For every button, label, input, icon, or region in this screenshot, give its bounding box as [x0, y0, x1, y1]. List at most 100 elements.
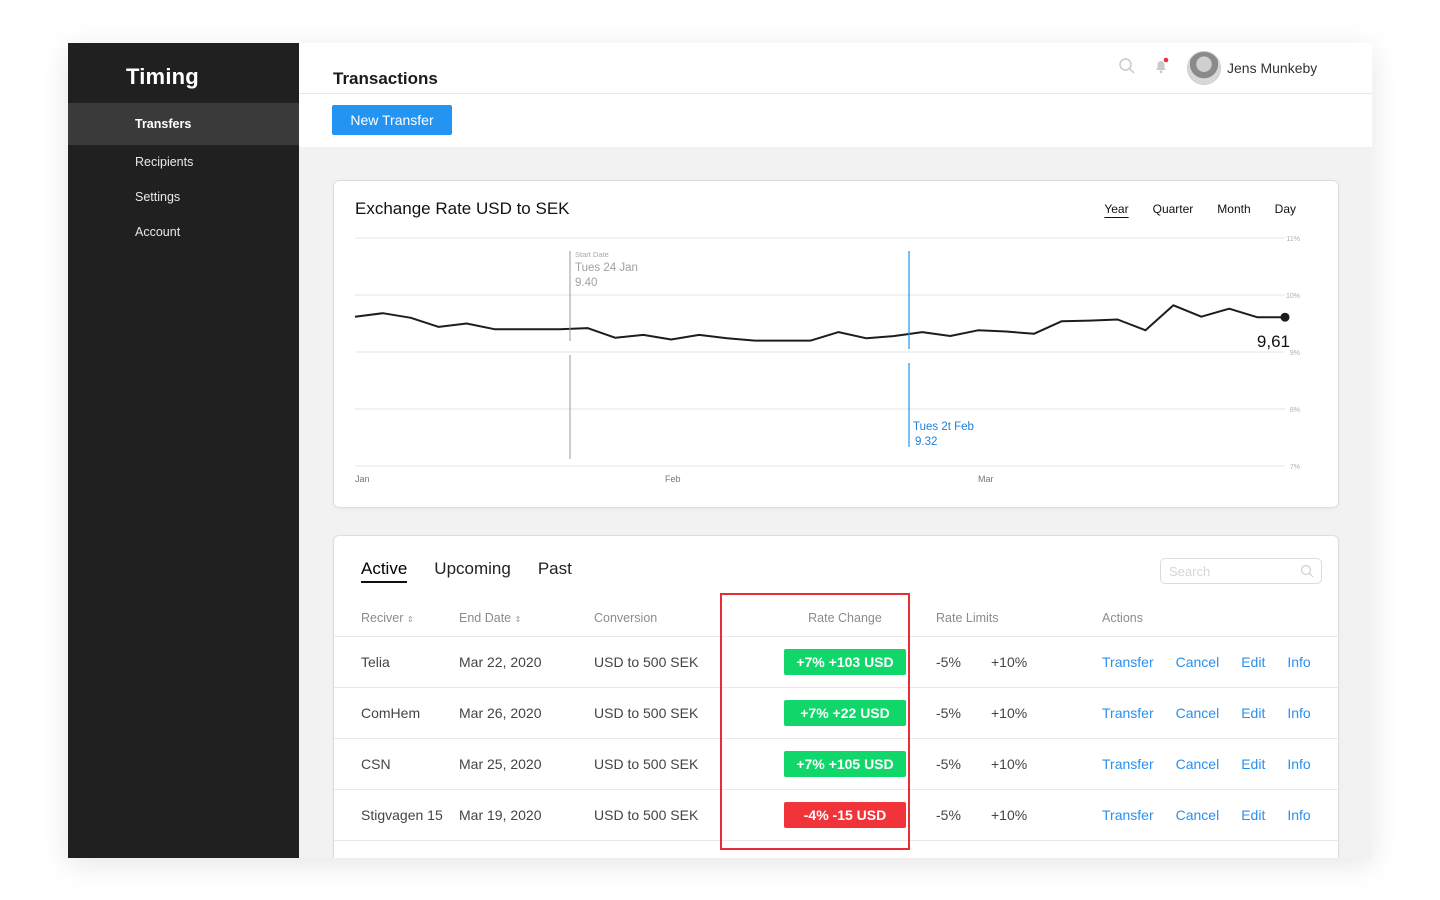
column-header-actions: Actions [1102, 600, 1340, 637]
info-link[interactable]: Info [1287, 806, 1311, 823]
edit-link[interactable]: Edit [1241, 704, 1266, 721]
search-input[interactable] [1169, 559, 1299, 583]
search-icon[interactable] [1118, 57, 1138, 77]
exchange-rate-card: Exchange Rate USD to SEK Year Quarter Mo… [333, 180, 1339, 508]
cell-receiver: Stigvagen 15 [334, 789, 459, 841]
last-value-label: 9,61 [1257, 332, 1290, 351]
transfer-link[interactable]: Transfer [1102, 806, 1154, 823]
series-line [354, 304, 1285, 342]
cell-actions: Transfer Cancel Edit Info [1102, 738, 1340, 790]
cell-rate-limits: -5% +10% [936, 738, 1102, 790]
selected-date-label: Tues 2t Feb [913, 421, 974, 433]
y-tick-label: 10% [1286, 293, 1300, 300]
cancel-link[interactable]: Cancel [1175, 755, 1220, 772]
page-title: Transactions [333, 69, 438, 88]
table-row: Telia Mar 22, 2020 USD to 500 SEK +7% +103 … [334, 636, 1340, 688]
column-header-rate-limits: Rate Limits [936, 600, 1102, 637]
transfer-link[interactable]: Transfer [1102, 653, 1154, 670]
cell-rate-limits: -5% +10% [936, 687, 1102, 739]
user-name: Jens Munkeby [1227, 60, 1318, 76]
sidebar-item-account[interactable]: Account [135, 225, 181, 239]
period-month[interactable]: Month [1217, 202, 1251, 216]
tab-upcoming[interactable]: Upcoming [434, 559, 511, 578]
cell-rate-change: +7% +103 USD [754, 636, 936, 688]
transfers-card: Active Upcoming Past Reciver ⇕ End Date … [333, 535, 1340, 858]
cell-rate-change: -4% -15 USD [754, 789, 936, 841]
y-tick-label: 7% [1290, 464, 1300, 471]
limit-low: -5% [936, 806, 961, 823]
tab-past[interactable]: Past [537, 559, 572, 578]
cell-conversion: USD to 500 SEK [594, 687, 754, 739]
cancel-link[interactable]: Cancel [1175, 653, 1220, 670]
info-link[interactable]: Info [1287, 755, 1311, 772]
cell-end-date: Mar 22, 2020 [459, 636, 594, 688]
user-menu[interactable]: Jens Munkeby [1187, 51, 1317, 85]
edit-link[interactable]: Edit [1241, 755, 1266, 772]
cell-rate-limits: -5% +10% [936, 636, 1102, 688]
main-content: Transactions New Transfer Jens Munkeby E… [299, 43, 1372, 858]
top-bar: Transactions New Transfer Jens Munkeby [299, 43, 1372, 147]
column-header-end-date[interactable]: End Date ⇕ [459, 600, 594, 637]
transfer-link[interactable]: Transfer [1102, 704, 1154, 721]
column-header-receiver[interactable]: Reciver ⇕ [334, 600, 459, 637]
start-date-caption: Start Date [575, 250, 609, 259]
table-body: Telia Mar 22, 2020 USD to 500 SEK +7% +103 … [334, 636, 1340, 841]
cell-receiver: Telia [334, 636, 459, 688]
cancel-link[interactable]: Cancel [1175, 806, 1220, 823]
rate-change-badge: +7% +103 USD [784, 648, 906, 675]
header-label: End Date [459, 610, 512, 625]
period-day[interactable]: Day [1274, 202, 1296, 216]
limit-high: +10% [991, 704, 1028, 721]
y-tick-label: 9% [1290, 350, 1300, 357]
cell-conversion: USD to 500 SEK [594, 738, 754, 790]
sort-icon: ⇕ [406, 614, 414, 624]
sidebar-item-recipients[interactable]: Recipients [135, 155, 194, 169]
info-link[interactable]: Info [1287, 653, 1311, 670]
cell-end-date: Mar 19, 2020 [459, 789, 594, 841]
info-link[interactable]: Info [1287, 704, 1311, 721]
sidebar-item-transfers[interactable]: Transfers [68, 103, 299, 145]
table-header-row: Reciver ⇕ End Date ⇕ Conversion Rate Cha… [334, 600, 1340, 637]
tab-active[interactable]: Active [361, 559, 408, 583]
cell-end-date: Mar 26, 2020 [459, 687, 594, 739]
period-year[interactable]: Year [1104, 202, 1129, 216]
last-point-marker [1280, 312, 1290, 322]
search-icon[interactable] [1300, 564, 1314, 578]
y-tick-label: 11% [1287, 236, 1301, 243]
cancel-link[interactable]: Cancel [1175, 704, 1220, 721]
avatar[interactable] [1187, 51, 1221, 85]
cell-rate-change: +7% +105 USD [754, 738, 936, 790]
x-tick-label: Mar [978, 474, 994, 484]
period-selector: Year Quarter Month Day [1104, 202, 1296, 216]
divider [299, 93, 1372, 94]
rate-change-badge: +7% +105 USD [784, 750, 906, 777]
rate-change-badge: -4% -15 USD [784, 801, 906, 828]
start-date-label: Tues 24 Jan [575, 262, 638, 274]
table-row: ComHem Mar 26, 2020 USD to 500 SEK +7% +22 … [334, 687, 1340, 739]
cell-end-date: Mar 25, 2020 [459, 738, 594, 790]
limit-low: -5% [936, 704, 961, 721]
table-row: Stigvagen 15 Mar 19, 2020 USD to 500 SEK -4… [334, 789, 1340, 841]
rate-change-badge: +7% +22 USD [784, 699, 906, 726]
cell-receiver: ComHem [334, 687, 459, 739]
limit-high: +10% [991, 653, 1028, 670]
cell-conversion: USD to 500 SEK [594, 636, 754, 688]
x-tick-label: Feb [665, 474, 681, 484]
edit-link[interactable]: Edit [1241, 806, 1266, 823]
new-transfer-button[interactable]: New Transfer [332, 105, 452, 135]
edit-link[interactable]: Edit [1241, 653, 1266, 670]
transfer-link[interactable]: Transfer [1102, 755, 1154, 772]
column-header-rate-change: Rate Change [754, 600, 936, 637]
cell-rate-change: +7% +22 USD [754, 687, 936, 739]
exchange-rate-chart: 11% 10% 9% 8% 7% Jan Feb Mar 9,61 Start Date Tues … [354, 236, 1301, 484]
bell-icon[interactable] [1152, 57, 1172, 77]
sort-icon: ⇕ [514, 614, 522, 624]
search-box [1160, 558, 1322, 584]
header-label: Reciver [361, 610, 404, 625]
cell-rate-limits: -5% +10% [936, 789, 1102, 841]
period-quarter[interactable]: Quarter [1152, 202, 1194, 216]
limit-low: -5% [936, 653, 961, 670]
sidebar-item-settings[interactable]: Settings [135, 190, 181, 204]
y-tick-label: 8% [1290, 407, 1300, 414]
sidebar-nav: Transfers Recipients Settings Account [68, 103, 299, 250]
